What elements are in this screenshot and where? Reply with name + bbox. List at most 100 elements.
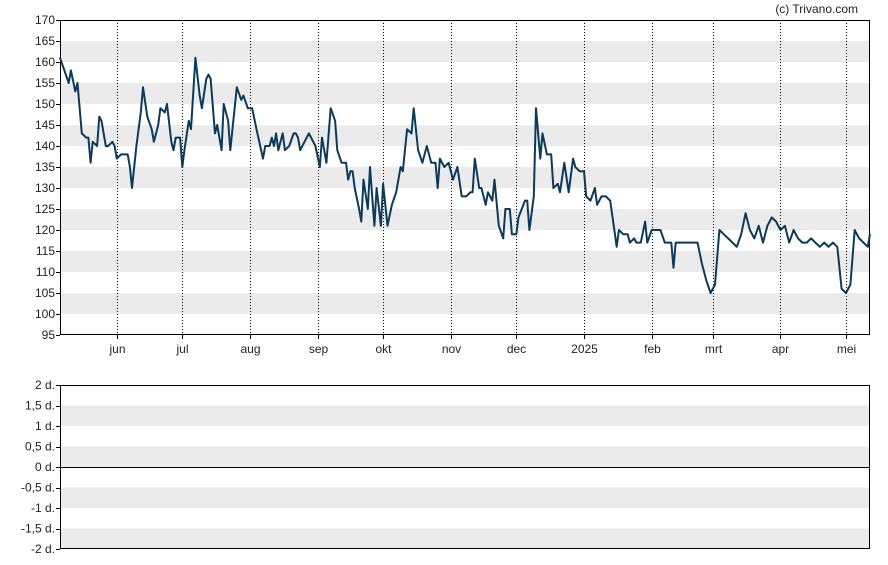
y-tick-label: 160: [35, 55, 55, 69]
price-point: [410, 132, 413, 134]
price-point: [262, 158, 264, 160]
y-tick-label: 95: [42, 328, 56, 342]
price-point: [282, 132, 284, 134]
price-point: [179, 137, 181, 139]
price-point: [526, 200, 528, 202]
y-tick-label: 130: [35, 181, 55, 195]
price-point: [627, 233, 629, 235]
price-point: [701, 263, 703, 265]
price-point: [271, 137, 273, 139]
price-point: [749, 229, 751, 231]
price-point: [771, 216, 773, 218]
price-point: [373, 225, 375, 227]
price-point: [157, 124, 159, 126]
price-point: [417, 149, 419, 151]
price-point: [59, 57, 61, 59]
price-point: [297, 137, 299, 139]
price-chart-bands: [60, 41, 870, 314]
price-line: [59, 56, 871, 294]
price-point: [572, 158, 574, 160]
price-point: [793, 229, 795, 231]
price-point: [362, 179, 365, 181]
price-point: [170, 141, 172, 143]
price-point: [227, 120, 229, 122]
price-point: [354, 187, 356, 189]
lower-y-tick-label: -1,5 d.: [21, 522, 55, 536]
price-point: [406, 128, 408, 130]
price-point: [122, 153, 124, 155]
lower-band: [60, 528, 870, 549]
price-point: [229, 149, 231, 151]
price-point: [310, 137, 312, 139]
price-point: [594, 187, 596, 189]
price-point: [68, 82, 70, 84]
price-point: [205, 78, 207, 80]
price-point: [275, 132, 277, 134]
price-point: [509, 208, 511, 210]
price-point: [862, 242, 865, 244]
y-tick-label: 110: [36, 265, 55, 279]
price-point: [345, 162, 347, 164]
price-point: [164, 111, 166, 113]
price-point: [114, 145, 116, 147]
price-point: [216, 124, 218, 126]
price-point: [90, 162, 92, 164]
price-point: [221, 149, 223, 151]
price-point: [330, 107, 332, 109]
price-point: [214, 132, 216, 134]
price-band: [60, 41, 870, 62]
price-point: [437, 187, 439, 189]
y-tick-label: 150: [35, 97, 55, 111]
price-point: [81, 132, 83, 134]
price-point: [380, 225, 382, 227]
price-point: [142, 86, 144, 88]
price-point: [135, 145, 137, 147]
y-tick-label: 105: [35, 286, 55, 300]
price-point: [758, 225, 760, 227]
price-point: [616, 246, 618, 248]
price-point: [797, 237, 799, 239]
lower-y-tick-label: -1 d.: [31, 501, 55, 515]
y-tick-label: 170: [35, 13, 55, 27]
price-point: [806, 242, 808, 244]
price-point: [240, 99, 242, 101]
price-point: [358, 208, 360, 210]
price-point: [247, 107, 249, 109]
price-point: [714, 284, 716, 286]
price-point: [784, 225, 786, 227]
x-tick-label: feb: [644, 342, 661, 356]
price-point: [210, 78, 212, 80]
price-point: [552, 187, 555, 189]
price-point: [823, 242, 825, 244]
price-point: [867, 246, 869, 248]
price-point: [382, 183, 384, 185]
price-series: [59, 56, 871, 294]
price-point: [670, 242, 672, 244]
price-point: [640, 242, 642, 244]
price-point: [753, 237, 755, 239]
price-point: [391, 204, 393, 206]
price-point: [736, 246, 738, 248]
price-point: [341, 162, 343, 164]
x-tick-label: mei: [837, 342, 856, 356]
price-point: [515, 233, 517, 235]
price-point: [87, 137, 89, 139]
price-point: [854, 229, 856, 231]
price-point: [478, 187, 480, 189]
price-point: [731, 242, 734, 244]
price-point: [421, 162, 423, 164]
price-point: [439, 158, 441, 160]
lower-band: [60, 405, 870, 426]
price-point: [120, 153, 122, 155]
price-point: [284, 149, 286, 151]
price-point: [140, 111, 142, 113]
price-point: [325, 162, 327, 164]
price-point: [273, 145, 275, 147]
price-point: [127, 153, 129, 155]
price-point: [869, 233, 871, 235]
price-point: [74, 90, 76, 92]
price-point: [550, 153, 552, 155]
price-plot-frame: [60, 20, 870, 335]
